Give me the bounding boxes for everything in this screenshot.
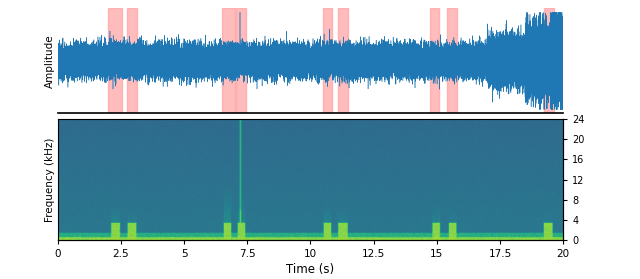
- Bar: [127, 8, 137, 114]
- Y-axis label: Frequency (kHz): Frequency (kHz): [45, 137, 55, 222]
- Bar: [447, 8, 457, 114]
- Bar: [323, 8, 332, 114]
- Bar: [222, 8, 235, 114]
- Bar: [338, 8, 348, 114]
- Bar: [108, 8, 122, 114]
- Bar: [544, 8, 554, 114]
- Y-axis label: Amplitude: Amplitude: [45, 34, 55, 88]
- Bar: [236, 8, 246, 114]
- X-axis label: Time (s): Time (s): [286, 263, 335, 276]
- Bar: [431, 8, 439, 114]
